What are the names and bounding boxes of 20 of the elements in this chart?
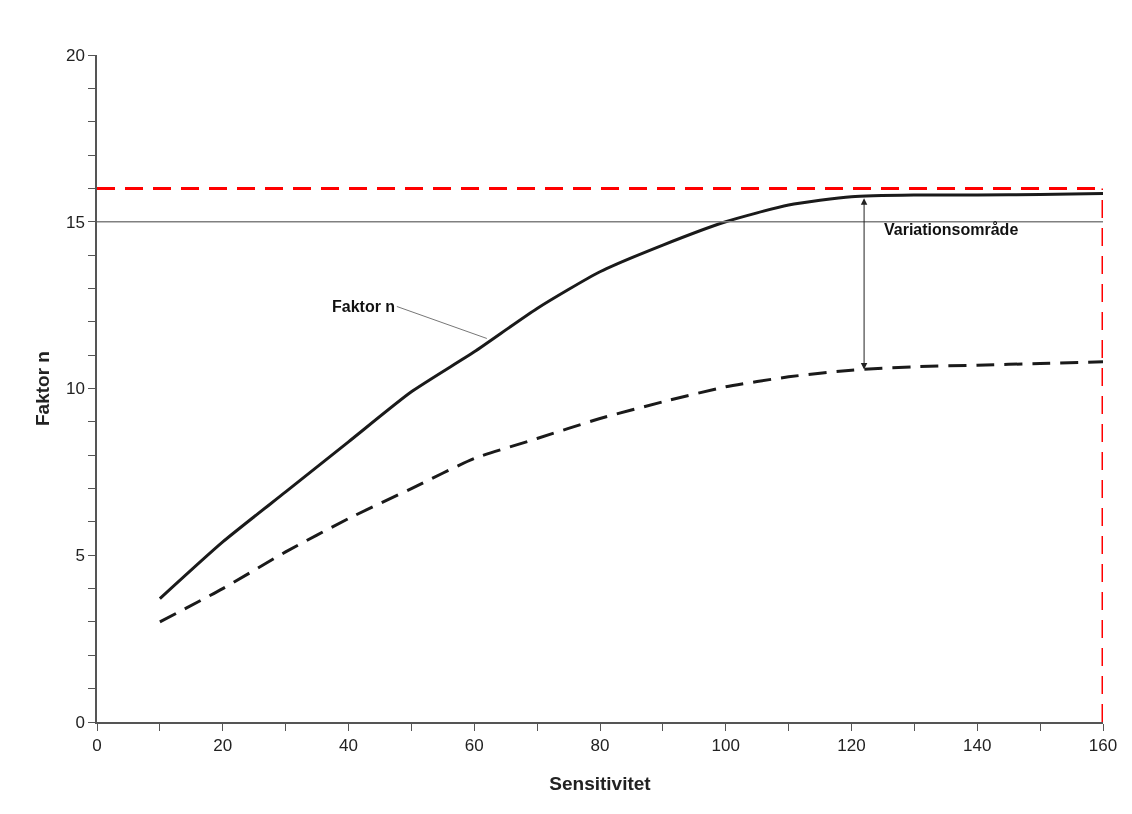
y-tick-label: 10 xyxy=(65,379,85,399)
y-tick-label: 0 xyxy=(75,712,85,732)
x-tick-label: 120 xyxy=(837,736,866,756)
annotation: Variationsområde xyxy=(884,221,1019,238)
x-tick-label: 160 xyxy=(1088,736,1118,756)
y-tick-label: 5 xyxy=(75,546,85,566)
x-tick-label: 80 xyxy=(590,736,610,756)
x-tick-label: 20 xyxy=(213,736,233,756)
x-tick-label: 140 xyxy=(963,736,992,756)
y-tick-label: 15 xyxy=(65,212,85,232)
x-tick-label: 100 xyxy=(711,736,740,756)
y-axis-title: Faktor n xyxy=(31,351,53,426)
x-tick-label: 40 xyxy=(339,736,358,756)
x-axis-title: Sensitivitet xyxy=(549,772,652,794)
annotation: Faktor n xyxy=(332,298,396,315)
x-tick-label: 0 xyxy=(92,736,102,756)
line-series xyxy=(158,360,1103,624)
y-tick-label: 20 xyxy=(65,45,85,65)
line-series xyxy=(158,191,1103,601)
x-tick-label: 60 xyxy=(464,736,484,756)
